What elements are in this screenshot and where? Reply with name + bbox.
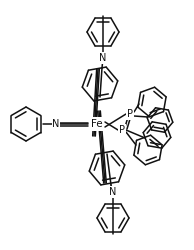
Text: N: N xyxy=(99,53,107,63)
Text: Fe: Fe xyxy=(91,119,103,129)
Text: P: P xyxy=(127,109,133,119)
Text: N: N xyxy=(109,187,117,197)
Text: N: N xyxy=(52,119,60,129)
Text: P: P xyxy=(119,125,125,135)
